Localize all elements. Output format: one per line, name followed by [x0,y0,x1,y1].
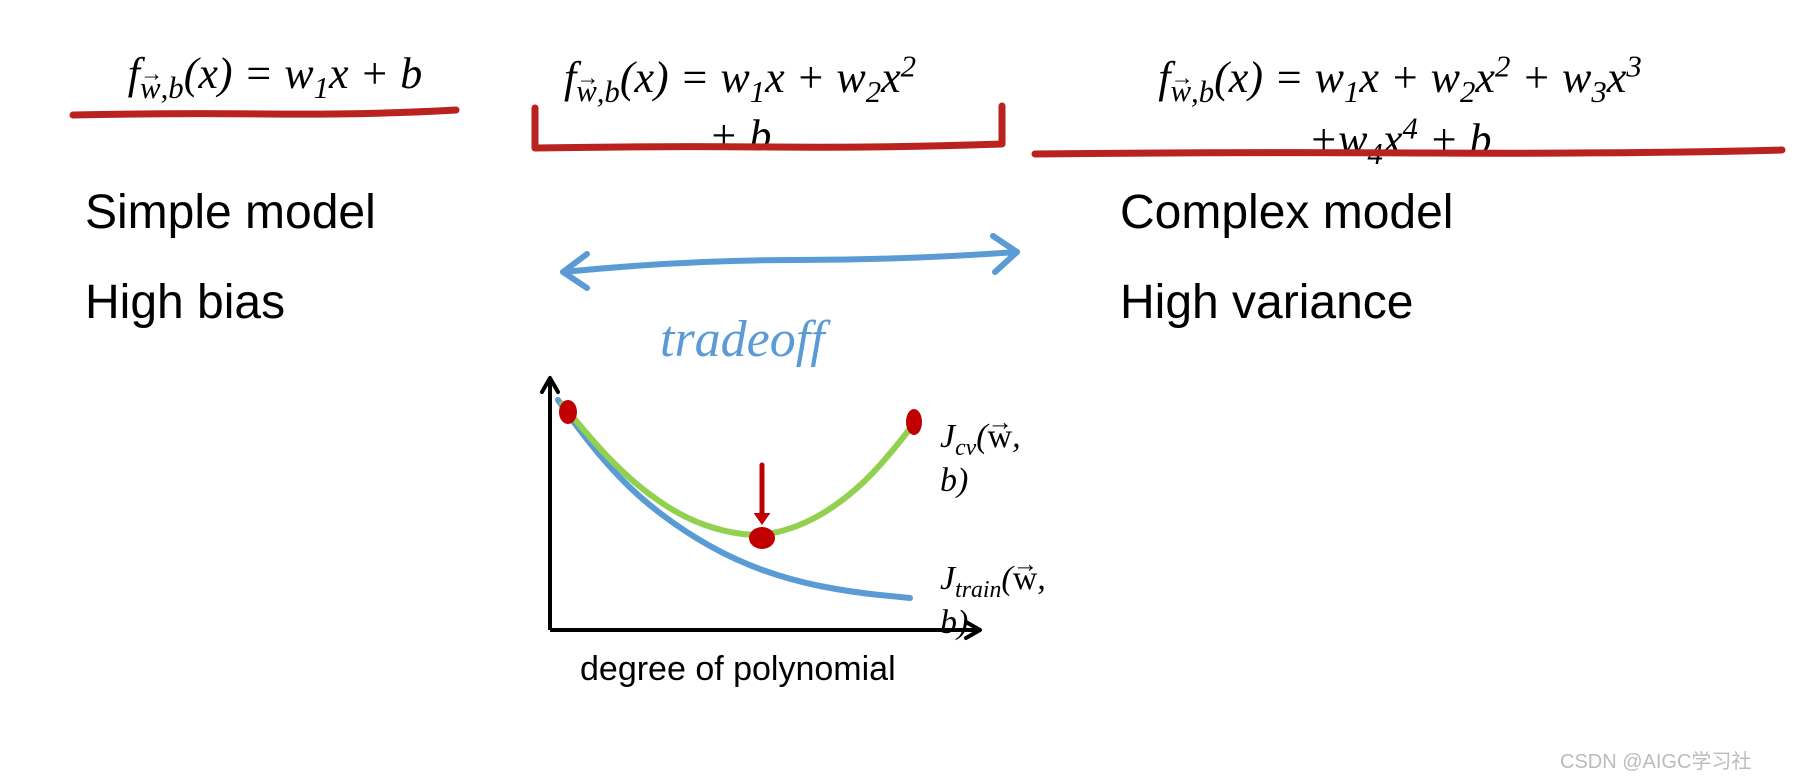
x-axis-label: degree of polynomial [580,650,896,689]
chart-svg [510,370,990,660]
bias-variance-chart: Jcv(w, b) Jtrain(w, b) [510,370,990,660]
label-simple-model: Simple model [85,185,376,240]
label-jcv: Jcv(w, b) [940,418,1021,500]
formula-right-line1: fw,b(x) = w1x + w2x2 + w3x3 [1158,53,1641,102]
underline-middle [530,100,1010,160]
label-complex-model: Complex model [1120,185,1453,240]
tradeoff-arrow [535,230,1045,300]
underline-right [1030,140,1790,164]
marker-high-bias [559,400,577,424]
formula-left-text: fw,b(x) = w1x + b [128,49,422,98]
tradeoff-text: tradeoff [660,310,825,369]
train-curve [558,400,910,598]
underline-left [68,100,463,130]
marker-high-variance [906,409,922,435]
formula-middle-line1: fw,b(x) = w1x + w2x2 [564,53,916,102]
label-high-variance: High variance [1120,275,1413,330]
formula-left: fw,b(x) = w1x + b [80,48,470,107]
watermark: CSDN @AIGC学习社 [1560,745,1751,774]
marker-optimum [749,527,775,549]
label-high-bias: High bias [85,275,285,330]
label-jtrain: Jtrain(w, b) [940,560,1046,642]
indicator-arrow [754,465,771,525]
